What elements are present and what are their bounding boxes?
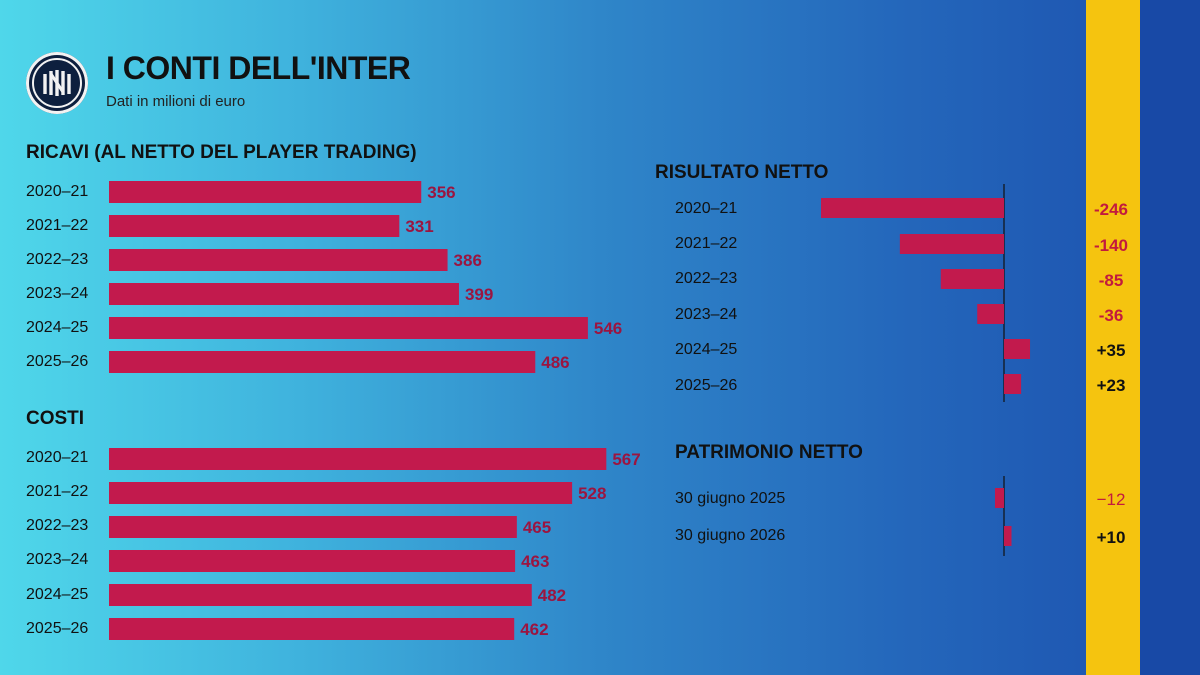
costi-bar-3 xyxy=(109,550,516,572)
ricavi-category-5: 2025–26 xyxy=(26,353,89,370)
ricavi-value-label-3: 399 xyxy=(465,285,493,304)
ricavi-value-label-5: 486 xyxy=(541,353,569,372)
costi-title: COSTI xyxy=(26,408,85,429)
ricavi-category-3: 2023–24 xyxy=(26,285,89,302)
risultato-bar-0 xyxy=(821,198,1004,218)
risultato-bar-5 xyxy=(1004,374,1022,394)
costi-category-2: 2022–23 xyxy=(26,517,89,534)
ricavi-category-1: 2021–22 xyxy=(26,217,89,234)
ricavi-bar-2 xyxy=(109,249,448,271)
costi-category-5: 2025–26 xyxy=(26,620,89,637)
ricavi-value-label-0: 356 xyxy=(427,183,455,202)
risultato-value-label-5: +23 xyxy=(1097,376,1126,395)
ricavi-bar-5 xyxy=(109,351,536,373)
risultato-title: RISULTATO NETTO xyxy=(655,162,829,183)
risultato-bar-2 xyxy=(940,269,1004,289)
ricavi-title: RICAVI (AL NETTO DEL PLAYER TRADING) xyxy=(26,142,417,163)
ricavi-bar-3 xyxy=(109,283,459,305)
patrimonio-category-0: 30 giugno 2025 xyxy=(675,490,786,507)
costi-value-label-5: 462 xyxy=(520,620,548,639)
patrimonio-bar-1 xyxy=(1004,526,1012,546)
inter-logo-icon xyxy=(26,52,88,114)
patrimonio-value-label-0: −12 xyxy=(1097,490,1126,509)
costi-category-0: 2020–21 xyxy=(26,449,89,466)
ricavi-value-label-4: 546 xyxy=(594,319,622,338)
patrimonio-bar-0 xyxy=(995,488,1004,508)
yellow-band xyxy=(1086,0,1140,675)
costi-value-label-2: 465 xyxy=(523,518,551,537)
costi-value-label-3: 463 xyxy=(521,552,549,571)
risultato-bar-3 xyxy=(977,304,1004,324)
costi-bar-1 xyxy=(109,482,573,504)
risultato-value-label-0: -246 xyxy=(1094,200,1128,219)
risultato-bar-1 xyxy=(899,234,1004,254)
costi-value-label-4: 482 xyxy=(538,586,566,605)
risultato-category-3: 2023–24 xyxy=(675,306,738,323)
costi-bar-4 xyxy=(109,584,532,606)
risultato-category-2: 2022–23 xyxy=(675,270,738,287)
patrimonio-category-1: 30 giugno 2026 xyxy=(675,527,786,544)
ricavi-bar-4 xyxy=(109,317,588,339)
costi-value-label-1: 528 xyxy=(578,484,606,503)
risultato-value-label-1: -140 xyxy=(1094,236,1128,255)
ricavi-bar-1 xyxy=(109,215,400,237)
patrimonio-title: PATRIMONIO NETTO xyxy=(675,442,863,463)
risultato-value-label-2: -85 xyxy=(1099,271,1124,290)
risultato-bar-4 xyxy=(1004,339,1031,359)
page-subtitle: Dati in milioni di euro xyxy=(106,93,246,110)
risultato-category-0: 2020–21 xyxy=(675,200,738,217)
risultato-category-5: 2025–26 xyxy=(675,377,738,394)
ricavi-value-label-1: 331 xyxy=(405,217,433,236)
ricavi-bar-0 xyxy=(109,181,422,203)
risultato-category-1: 2021–22 xyxy=(675,235,738,252)
ricavi-value-label-2: 386 xyxy=(454,251,482,270)
ricavi-category-0: 2020–21 xyxy=(26,183,89,200)
costi-bar-0 xyxy=(109,448,607,470)
risultato-category-4: 2024–25 xyxy=(675,341,738,358)
costi-category-1: 2021–22 xyxy=(26,483,89,500)
costi-category-3: 2023–24 xyxy=(26,551,89,568)
costi-category-4: 2024–25 xyxy=(26,586,89,603)
ricavi-category-2: 2022–23 xyxy=(26,251,89,268)
costi-bar-2 xyxy=(109,516,517,538)
costi-bar-5 xyxy=(109,618,515,640)
costi-value-label-0: 567 xyxy=(612,450,640,469)
patrimonio-value-label-1: +10 xyxy=(1097,528,1126,547)
risultato-value-label-3: -36 xyxy=(1099,306,1124,325)
risultato-value-label-4: +35 xyxy=(1097,341,1126,360)
page-title: I CONTI DELL'INTER xyxy=(106,50,411,86)
ricavi-category-4: 2024–25 xyxy=(26,319,89,336)
blue-band xyxy=(1140,0,1200,675)
